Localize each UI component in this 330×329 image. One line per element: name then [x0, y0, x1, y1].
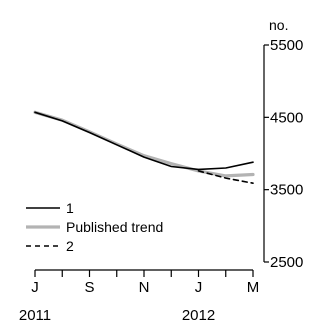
x-year-label: 2011: [19, 307, 51, 324]
series-line-2: [33, 110, 255, 178]
legend-label: 2: [66, 238, 74, 254]
legend: 1 Published trend 2: [26, 200, 163, 254]
chart-axes: 2500 3500 4500 5500 no. J S N J M 2011 2012: [19, 17, 304, 324]
x-tick-label: N: [139, 279, 150, 296]
x-tick-label: J: [31, 279, 39, 296]
plot-area: [33, 110, 255, 184]
y-tick-label: 5500: [270, 37, 303, 54]
x-tick-label: S: [84, 279, 94, 296]
x-tick-label: M: [247, 279, 260, 296]
y-tick-label: 2500: [270, 254, 303, 271]
x-tick-label: J: [195, 279, 203, 296]
x-year-label: 2012: [182, 307, 215, 324]
legend-label: 1: [66, 200, 74, 216]
y-unit-label: no.: [269, 17, 288, 33]
series-line-1: [34, 111, 254, 171]
series-line-3: [197, 170, 254, 184]
y-tick-label: 3500: [270, 182, 303, 199]
y-tick-label: 4500: [270, 109, 303, 126]
legend-label: Published trend: [66, 219, 163, 235]
